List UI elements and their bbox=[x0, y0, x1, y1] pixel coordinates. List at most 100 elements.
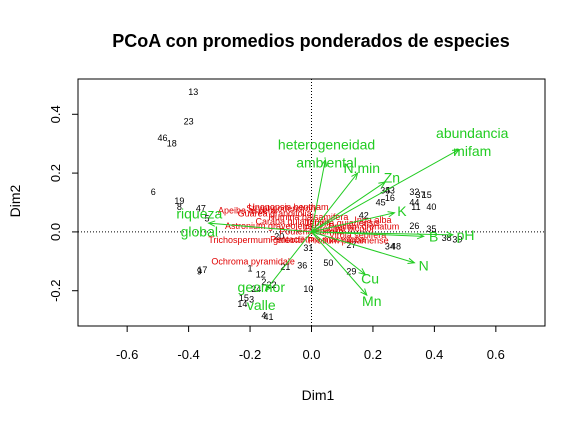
species-label: Ochroma pyramidale bbox=[211, 256, 295, 266]
site-label: 20 bbox=[274, 231, 284, 241]
site-label: 45 bbox=[376, 198, 386, 208]
site-label: 3 bbox=[249, 295, 254, 305]
site-label: 42 bbox=[359, 211, 369, 221]
vector-label: N bbox=[419, 258, 429, 274]
vector-arrowhead bbox=[446, 231, 455, 238]
site-label: 41 bbox=[263, 312, 273, 322]
y-axis-label: Dim2 bbox=[7, 184, 23, 217]
vector-arrow bbox=[311, 212, 395, 233]
vector-label: riqueza global bbox=[176, 205, 222, 239]
vector-label: B bbox=[429, 229, 438, 245]
site-label: 6 bbox=[151, 187, 156, 197]
site-label: 35 bbox=[426, 224, 436, 234]
species-label: Protium crenatum bbox=[328, 222, 399, 232]
site-label: 47 bbox=[196, 203, 206, 213]
site-label: 12 bbox=[256, 270, 266, 280]
site-label: 18 bbox=[167, 139, 177, 149]
site-label: 31 bbox=[303, 243, 313, 253]
site-label: 13 bbox=[188, 87, 198, 97]
x-tick-label: 0.2 bbox=[364, 347, 382, 362]
vector-arrow bbox=[311, 172, 358, 233]
site-label: 24 bbox=[251, 284, 261, 294]
species-label: Trichospermum galeottii bbox=[208, 235, 304, 245]
site-label: 34 bbox=[385, 242, 395, 252]
vector-label: N.min bbox=[343, 160, 380, 176]
vector-label: pH bbox=[457, 227, 475, 243]
vector-arrowhead bbox=[360, 288, 368, 297]
site-label: 15 bbox=[239, 293, 249, 303]
x-tick-label: -0.4 bbox=[177, 347, 199, 362]
species-label: Carapa guianensis bbox=[256, 217, 332, 227]
vector-arrowhead bbox=[451, 148, 461, 156]
site-label: 50 bbox=[323, 258, 333, 268]
species-label: Protium panamense bbox=[308, 236, 389, 246]
site-label: 16 bbox=[385, 193, 395, 203]
chart-title: PCoA con promedios ponderados de especie… bbox=[112, 31, 509, 51]
vector-arrow bbox=[311, 159, 326, 232]
species-label: Stryphnodendron bbox=[246, 203, 315, 213]
site-label: 17 bbox=[197, 265, 207, 275]
species-label: Virola sebifera bbox=[329, 230, 386, 240]
site-label: 11 bbox=[411, 202, 420, 212]
site-label: 36 bbox=[297, 261, 307, 271]
x-tick-label: 0.6 bbox=[487, 347, 505, 362]
site-label: 2 bbox=[261, 277, 266, 287]
site-label: 19 bbox=[174, 196, 184, 206]
site-label: 15 bbox=[422, 190, 432, 200]
vector-label: abundancia mifam bbox=[436, 125, 509, 159]
site-label: 39 bbox=[452, 234, 462, 244]
environment-vectors: abundancia mifam heterogeneidad ambientalN.… bbox=[176, 125, 508, 313]
site-label: 14 bbox=[237, 299, 247, 309]
vector-arrow bbox=[311, 231, 453, 236]
vector-arrowhead bbox=[378, 181, 387, 189]
site-label: 22 bbox=[267, 280, 277, 290]
site-label: 27 bbox=[346, 240, 356, 250]
vector-arrowhead bbox=[407, 257, 416, 265]
site-label: 37 bbox=[416, 190, 426, 200]
x-tick-label: -0.6 bbox=[116, 347, 138, 362]
y-tick-label: 0.4 bbox=[48, 105, 63, 123]
species-label: Pourouma bicolor bbox=[304, 223, 375, 233]
vector-label: Zn bbox=[384, 169, 400, 185]
species-label: Guarea grandifolia bbox=[238, 209, 312, 219]
x-tick-label: 0.0 bbox=[302, 347, 320, 362]
site-label: 26 bbox=[409, 221, 419, 231]
species-label: Inga alba bbox=[354, 215, 391, 225]
y-axis: -0.2 0.0 0.2 0.4 bbox=[48, 105, 78, 302]
x-axis: -0.6 -0.4 -0.2 0.0 0.2 0.4 0.6 bbox=[116, 326, 505, 362]
vector-label: K bbox=[397, 203, 407, 219]
site-label: 4 bbox=[261, 311, 266, 321]
vector-arrow bbox=[311, 231, 415, 264]
site-label: 21 bbox=[280, 262, 290, 272]
vector-arrowhead bbox=[351, 172, 359, 180]
species-label: Apeiba aspera bbox=[218, 206, 276, 216]
site-label: 48 bbox=[391, 242, 401, 252]
site-label: 29 bbox=[346, 267, 356, 277]
site-label: 9 bbox=[197, 267, 202, 277]
species-label: Humiria balsamifera bbox=[268, 212, 348, 222]
vector-label: geomor valle bbox=[238, 279, 286, 313]
site-label: 1 bbox=[248, 264, 253, 274]
site-label: 8 bbox=[177, 202, 182, 212]
vector-arrow bbox=[265, 231, 312, 292]
x-tick-label: -0.2 bbox=[239, 347, 261, 362]
site-labels: 1323461861984754238431645323715441140263… bbox=[151, 87, 463, 322]
x-tick-label: 0.4 bbox=[425, 347, 443, 362]
vector-arrowhead bbox=[207, 220, 216, 227]
site-label: 40 bbox=[426, 202, 436, 212]
species-label: Unonopsis bentham bbox=[248, 202, 328, 212]
vector-arrow bbox=[311, 231, 366, 275]
y-tick-label: 0.2 bbox=[48, 164, 63, 182]
vector-label: Mn bbox=[362, 293, 381, 309]
site-label: 43 bbox=[385, 186, 395, 196]
site-label: 32 bbox=[409, 187, 419, 197]
vector-arrowhead bbox=[387, 211, 396, 218]
site-label: 10 bbox=[303, 284, 313, 294]
vector-label: Cu bbox=[361, 270, 379, 286]
site-label: 46 bbox=[157, 133, 167, 143]
vector-arrowhead bbox=[358, 268, 367, 276]
species-label: Astronium graveolens bbox=[225, 221, 313, 231]
site-label: 5 bbox=[205, 214, 210, 224]
vector-arrowhead bbox=[264, 283, 272, 292]
